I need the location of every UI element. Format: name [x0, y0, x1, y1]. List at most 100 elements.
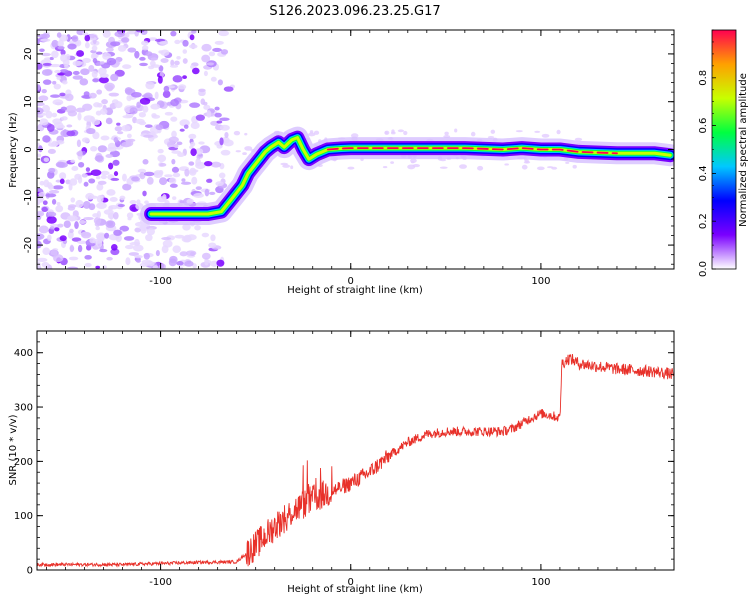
noise-blob [189, 44, 198, 49]
y-tick-label: -20 [23, 237, 34, 253]
noise-blob [136, 30, 145, 33]
noise-blob [179, 128, 185, 132]
noise-blob [102, 30, 111, 38]
noise-blob [142, 159, 149, 165]
noise-blob [145, 234, 153, 242]
noise-blob [95, 265, 101, 269]
noise-blob [154, 91, 159, 100]
noise-blob [114, 126, 123, 132]
noise-blob [68, 216, 75, 222]
noise-blob [82, 200, 91, 209]
noise-blob [203, 160, 213, 167]
noise-blob [99, 248, 108, 253]
noise-blob [48, 167, 56, 173]
noise-blob [487, 135, 495, 139]
x-tick-label: -100 [149, 276, 172, 287]
colorbar-tick-label: 0.4 [698, 165, 709, 181]
snr-y-ticks: 0 100 200 300 400 [14, 330, 674, 577]
noise-blob [131, 176, 140, 182]
noise-blob [189, 145, 194, 150]
noise-blob [148, 37, 158, 41]
y-tick-label: 10 [23, 95, 34, 108]
noise-blob [37, 240, 42, 249]
noise-blob [108, 92, 120, 97]
noise-blob [41, 52, 51, 57]
noise-blob [91, 70, 98, 78]
x-tick-label: 100 [531, 276, 550, 287]
noise-blob [96, 89, 103, 95]
noise-blob [126, 30, 137, 35]
noise-blob [172, 75, 183, 83]
noise-blob [161, 236, 172, 241]
noise-blob [210, 76, 217, 82]
noise-blob [179, 251, 188, 257]
spectrogram-ridge [140, 126, 674, 225]
noise-blob [89, 237, 96, 244]
noise-blob [242, 152, 247, 156]
noise-blob [104, 107, 114, 116]
noise-blob [164, 111, 173, 116]
noise-blob [201, 232, 210, 238]
noise-blob [70, 197, 76, 203]
noise-blob [184, 260, 194, 267]
noise-blob [55, 161, 65, 168]
noise-blob [162, 194, 167, 201]
noise-blob [38, 191, 46, 198]
noise-blob [144, 124, 153, 128]
noise-blob [86, 128, 96, 135]
noise-blob [184, 168, 190, 177]
noise-blob [139, 62, 148, 67]
noise-blob [110, 73, 119, 82]
noise-blob [69, 244, 74, 253]
noise-blob [72, 75, 83, 80]
noise-blob [185, 250, 197, 256]
x-tick-label: 0 [348, 577, 354, 588]
noise-blob [208, 51, 216, 57]
noise-blob [161, 245, 169, 254]
noise-blob [76, 139, 82, 148]
noise-blob [39, 180, 45, 186]
noise-blob [69, 228, 74, 234]
noise-blob [182, 223, 191, 231]
noise-blob [38, 95, 49, 102]
noise-blob [116, 131, 124, 135]
noise-blob [110, 41, 121, 47]
noise-blob [159, 40, 169, 45]
noise-blob [180, 181, 192, 185]
noise-blob [163, 85, 170, 92]
noise-blob [139, 97, 151, 105]
noise-blob [84, 34, 91, 42]
noise-blob [212, 47, 222, 53]
noise-blob [143, 134, 154, 138]
noise-blob [63, 220, 71, 229]
noise-blob [47, 171, 55, 179]
noise-blob [141, 259, 153, 265]
noise-blob [157, 148, 164, 154]
ridge-core [327, 147, 618, 155]
noise-blob [76, 50, 85, 57]
noise-blob [189, 141, 196, 147]
noise-blob [129, 199, 137, 205]
noise-blob [166, 141, 175, 149]
noise-blob [135, 118, 145, 125]
noise-blob [53, 83, 61, 90]
colorbar-gradient [712, 30, 736, 269]
noise-blob [214, 112, 222, 118]
noise-blob [106, 47, 114, 52]
noise-blob [95, 51, 103, 55]
noise-blob [202, 101, 208, 106]
noise-blob [126, 133, 132, 139]
noise-blob [117, 45, 127, 52]
noise-blob [572, 164, 577, 169]
noise-blob [83, 115, 95, 122]
noise-blob [127, 47, 137, 53]
noise-blob [134, 227, 142, 233]
noise-blob [122, 173, 127, 182]
noise-blob [105, 154, 113, 158]
noise-blob [208, 242, 217, 249]
noise-blob [92, 78, 100, 83]
noise-blob [119, 195, 126, 201]
noise-blob [217, 79, 223, 86]
noise-blob [110, 177, 120, 181]
noise-blob [155, 249, 160, 257]
